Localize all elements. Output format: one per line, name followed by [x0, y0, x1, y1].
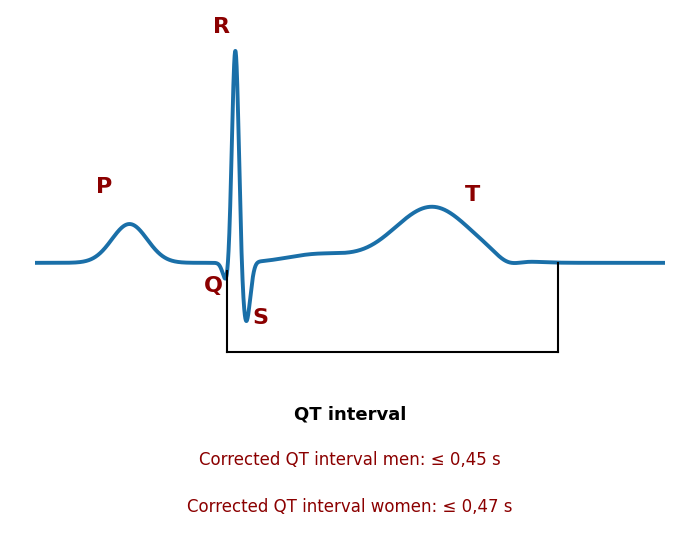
Text: P: P [96, 177, 113, 197]
Text: QT interval: QT interval [294, 406, 406, 424]
Text: S: S [252, 307, 268, 328]
Text: Corrected QT interval men: ≤ 0,45 s: Corrected QT interval men: ≤ 0,45 s [199, 451, 501, 469]
Text: Q: Q [204, 276, 223, 296]
Text: Corrected QT interval women: ≤ 0,47 s: Corrected QT interval women: ≤ 0,47 s [188, 498, 512, 516]
Text: R: R [213, 17, 230, 38]
Text: T: T [466, 185, 480, 204]
